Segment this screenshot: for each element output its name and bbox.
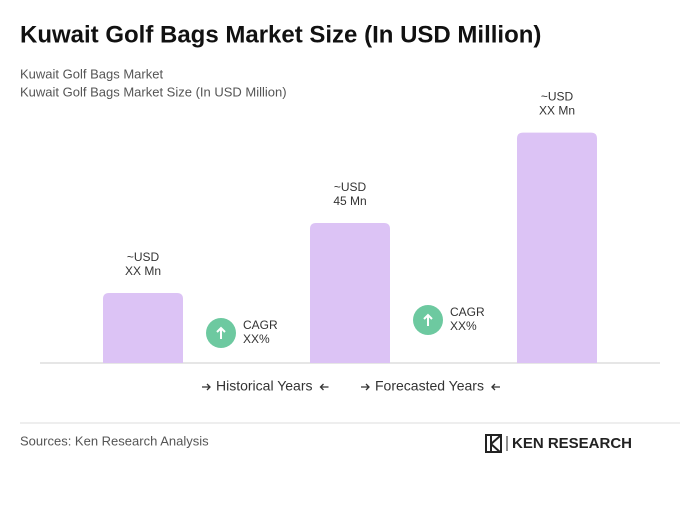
cagr-label: CAGR — [450, 305, 485, 319]
cagr-value: XX% — [243, 332, 270, 346]
period-label: Forecasted Years — [375, 378, 484, 394]
value-label: ~USD XX Mn — [539, 90, 575, 118]
value-label-line: ~USD — [541, 90, 574, 104]
cagr-arrow — [423, 313, 433, 326]
period-arrow — [491, 383, 500, 391]
bar — [517, 132, 597, 363]
value-label-line: ~USD — [127, 250, 160, 264]
source: Sources: Ken Research Analysis — [20, 433, 209, 448]
period-arrow — [319, 383, 329, 391]
bar — [103, 292, 183, 363]
period-label: Historical Years — [216, 378, 313, 394]
bar — [310, 222, 390, 363]
value-label: ~USD 45 Mn — [333, 180, 366, 208]
subtitle: Kuwait Golf Bags Market — [20, 66, 163, 81]
value-label-line: XX Mn — [125, 264, 161, 278]
value-label-line: 45 Mn — [333, 194, 366, 208]
brand: KEN RESEARCH — [512, 435, 632, 452]
period-arrow — [361, 383, 370, 391]
subtitle: Kuwait Golf Bags Market Size (In USD Mil… — [20, 84, 287, 99]
cagr-arrow — [216, 326, 226, 339]
period-arrow — [202, 383, 211, 391]
cagr-value: XX% — [450, 319, 477, 333]
cagr-label: CAGR — [243, 318, 278, 332]
value-label-line: ~USD — [334, 180, 367, 194]
logo-icon — [485, 434, 508, 453]
value-label-line: XX Mn — [539, 104, 575, 118]
value-label: ~USD XX Mn — [125, 250, 161, 278]
chart-title: Kuwait Golf Bags Market Size (In USD Mil… — [20, 21, 541, 48]
